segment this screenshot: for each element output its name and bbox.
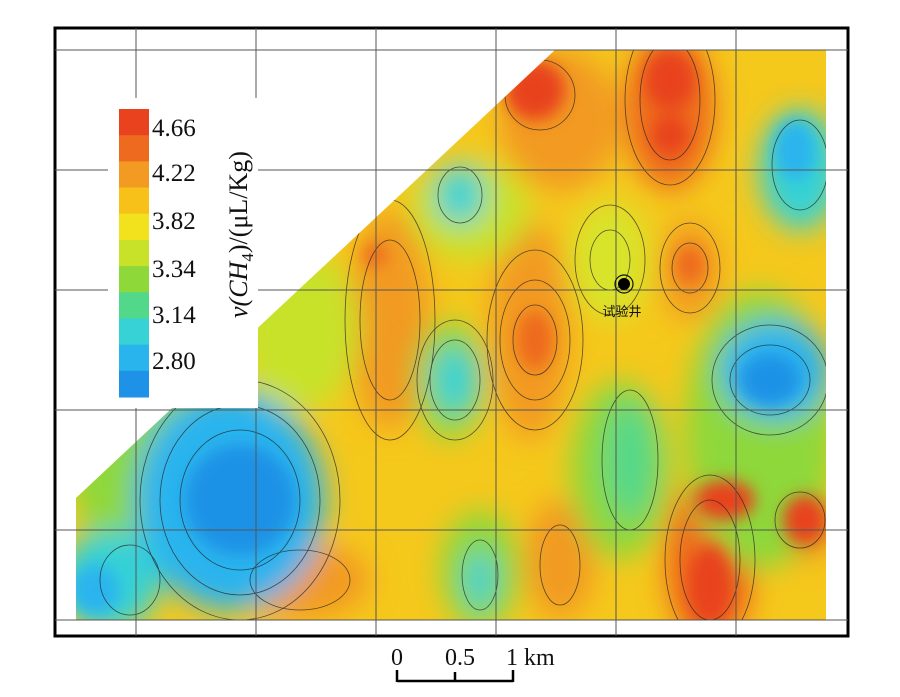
legend-color-swatch — [119, 292, 149, 319]
legend-color-swatch — [119, 213, 149, 241]
legend-color-swatch — [119, 370, 149, 398]
legend-color-swatch — [119, 109, 149, 136]
scale-bar — [395, 670, 515, 683]
legend-tick-label: 4.66 — [152, 115, 196, 142]
legend-tick-labels: 4.66 4.22 3.82 3.34 3.14 2.80 — [152, 115, 196, 375]
legend-color-swatch — [119, 239, 149, 267]
scale-bar-label: 0.5 — [445, 645, 475, 671]
legend-tick-label: 3.34 — [152, 256, 196, 283]
legend-color-swatch — [119, 161, 149, 189]
legend-color-bar — [119, 109, 149, 398]
legend-tick-label: 4.22 — [152, 160, 196, 187]
scale-bar-label: 0 — [391, 645, 403, 671]
legend-unit-label: v(CH4)/(μL/Kg) — [224, 151, 257, 318]
legend-tick-label: 3.14 — [152, 302, 196, 329]
scale-bar-label: 1 km — [506, 645, 555, 671]
legend-color-swatch — [119, 266, 149, 293]
legend-color-swatch — [119, 187, 149, 215]
test-well-label: 试验井 — [602, 304, 641, 320]
legend-color-swatch — [119, 318, 149, 346]
legend-tick-label: 2.80 — [152, 348, 196, 375]
test-well-marker — [614, 274, 634, 294]
legend-tick-label: 3.82 — [152, 208, 196, 235]
legend-color-swatch — [119, 135, 149, 162]
legend-color-swatch — [119, 344, 149, 372]
